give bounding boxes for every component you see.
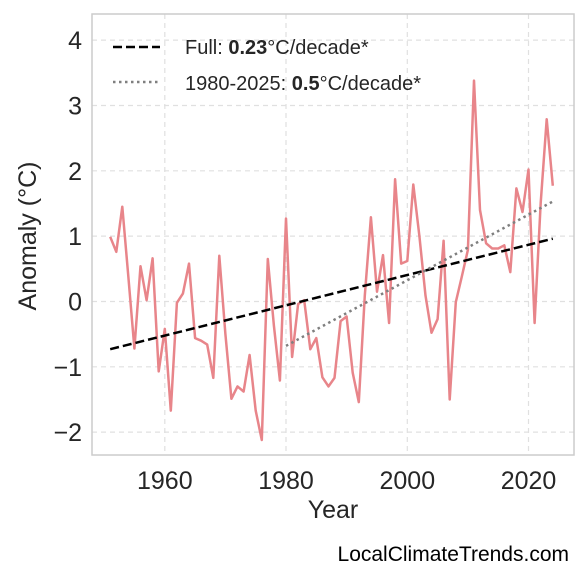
legend-label-recent-trend: 1980-2025: 0.5°C/decade* (185, 73, 421, 95)
legend-full-rate: 0.23 (228, 37, 267, 59)
legend-label-full-trend: Full: 0.23°C/decade* (185, 37, 369, 59)
site-credit: LocalClimateTrends.com (338, 543, 569, 566)
legend-full-suffix: °C/decade* (267, 37, 369, 59)
x-tick-label: 1960 (137, 467, 193, 495)
y-axis-label: Anomaly (°C) (14, 162, 42, 311)
x-axis-label: Year (308, 496, 359, 524)
y-tick-label: 3 (68, 93, 82, 121)
legend-recent-rate: 0.5 (292, 73, 320, 95)
recent-period-trend-line (285, 200, 554, 347)
legend: Full: 0.23°C/decade* 1980-2025: 0.5°C/de… (113, 37, 421, 95)
anomaly-series-line (109, 79, 555, 442)
full-period-trend-line (109, 237, 554, 351)
legend-recent-suffix: °C/decade* (320, 73, 422, 95)
plot-frame (91, 13, 575, 456)
y-tick-label: 4 (68, 27, 82, 55)
x-axis-ticks: 1960 1980 2000 2020 (137, 467, 556, 495)
y-tick-label: 1 (68, 223, 82, 251)
y-axis-ticks: −2 −1 0 1 2 3 4 (53, 27, 82, 447)
series-layer (109, 79, 555, 442)
x-tick-label: 2000 (379, 467, 435, 495)
y-tick-label: −1 (53, 354, 82, 382)
y-tick-label: 2 (68, 158, 82, 186)
x-tick-label: 1980 (258, 467, 314, 495)
legend-recent-prefix: 1980-2025: (185, 73, 292, 95)
legend-full-prefix: Full: (185, 37, 228, 59)
y-tick-label: −2 (53, 419, 82, 447)
x-tick-label: 2020 (501, 467, 557, 495)
y-tick-label: 0 (68, 289, 82, 317)
